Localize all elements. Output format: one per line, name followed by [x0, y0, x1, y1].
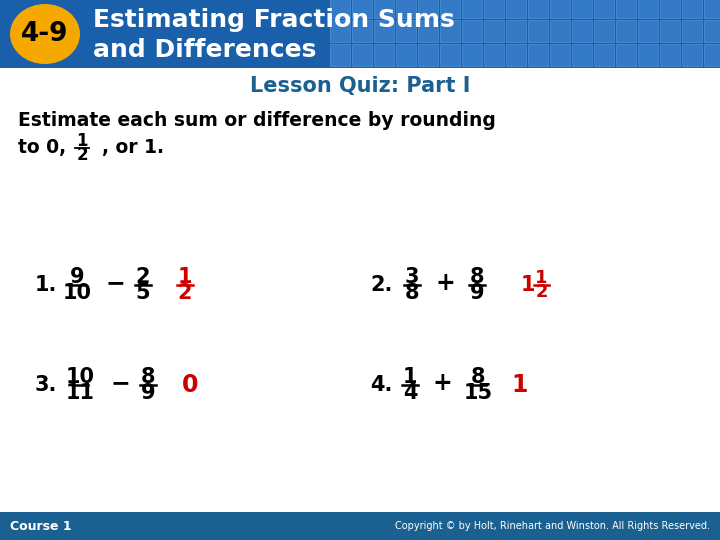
Text: 1: 1	[76, 132, 88, 151]
Bar	[418, 0, 438, 18]
Text: +: +	[432, 371, 452, 395]
Bar	[396, 20, 416, 42]
Bar	[550, 20, 570, 42]
Text: 3.: 3.	[35, 375, 58, 395]
Text: Copyright © by Holt, Rinehart and Winston. All Rights Reserved.: Copyright © by Holt, Rinehart and Winsto…	[395, 521, 710, 531]
Bar	[440, 20, 460, 42]
Bar	[330, 0, 350, 18]
Bar	[418, 20, 438, 42]
Bar	[682, 44, 702, 66]
Text: 2: 2	[178, 284, 192, 303]
Bar	[374, 44, 394, 66]
Bar	[330, 44, 350, 66]
Text: 1.: 1.	[35, 275, 58, 295]
Text: 9: 9	[70, 267, 84, 287]
Text: 1: 1	[178, 267, 192, 287]
Bar	[506, 20, 526, 42]
Text: 9: 9	[140, 383, 156, 403]
Bar	[594, 44, 614, 66]
Bar	[484, 0, 504, 18]
Text: Estimate each sum or difference by rounding: Estimate each sum or difference by round…	[18, 111, 496, 130]
Text: 1: 1	[521, 275, 535, 295]
Bar	[638, 20, 658, 42]
Bar	[616, 44, 636, 66]
Text: 1: 1	[402, 367, 418, 387]
Text: 4: 4	[402, 383, 418, 403]
Bar	[440, 44, 460, 66]
Text: 8: 8	[471, 367, 485, 387]
Bar	[374, 20, 394, 42]
Bar	[572, 0, 592, 18]
Bar	[550, 0, 570, 18]
Bar	[594, 20, 614, 42]
Bar	[0, 512, 720, 540]
Bar	[462, 44, 482, 66]
Bar	[0, 0, 720, 68]
Text: +: +	[435, 271, 455, 295]
Bar	[550, 44, 570, 66]
Text: Lesson Quiz: Part I: Lesson Quiz: Part I	[250, 76, 470, 96]
Text: 11: 11	[66, 383, 94, 403]
Text: −: −	[105, 271, 125, 295]
Bar	[594, 0, 614, 18]
Bar	[528, 44, 548, 66]
Bar	[352, 0, 372, 18]
Text: to 0,: to 0,	[18, 138, 66, 158]
Bar	[330, 20, 350, 42]
Text: 2: 2	[76, 146, 88, 164]
Bar	[704, 44, 720, 66]
Text: and Differences: and Differences	[93, 38, 316, 62]
Bar	[616, 0, 636, 18]
Text: Course 1: Course 1	[10, 519, 71, 532]
Bar	[528, 0, 548, 18]
Bar	[396, 0, 416, 18]
Text: 0: 0	[181, 373, 198, 397]
Bar	[396, 44, 416, 66]
Text: 8: 8	[405, 284, 419, 303]
Bar	[682, 20, 702, 42]
Bar	[462, 20, 482, 42]
Bar	[462, 0, 482, 18]
Text: 1: 1	[535, 269, 548, 287]
Ellipse shape	[10, 4, 80, 64]
Bar	[484, 44, 504, 66]
Bar	[352, 20, 372, 42]
Bar	[374, 0, 394, 18]
Text: 10: 10	[66, 367, 94, 387]
Bar	[660, 44, 680, 66]
Text: −: −	[110, 371, 130, 395]
Bar	[440, 0, 460, 18]
Text: 9: 9	[469, 284, 485, 303]
Bar	[660, 20, 680, 42]
Bar	[528, 20, 548, 42]
Text: 3: 3	[405, 267, 419, 287]
Bar	[682, 0, 702, 18]
Text: 8: 8	[469, 267, 485, 287]
Text: 1: 1	[512, 373, 528, 397]
Bar	[572, 44, 592, 66]
Bar	[704, 0, 720, 18]
Text: , or 1.: , or 1.	[102, 138, 164, 158]
Text: 2.: 2.	[370, 275, 392, 295]
Text: 4.: 4.	[370, 375, 392, 395]
Bar	[484, 20, 504, 42]
Text: 8: 8	[140, 367, 156, 387]
Text: 2: 2	[136, 267, 150, 287]
Text: 4-9: 4-9	[22, 21, 68, 47]
Text: Estimating Fraction Sums: Estimating Fraction Sums	[93, 8, 455, 32]
Bar	[660, 0, 680, 18]
Bar	[418, 44, 438, 66]
Bar	[572, 20, 592, 42]
Bar	[638, 44, 658, 66]
Bar	[506, 0, 526, 18]
Text: 15: 15	[464, 383, 492, 403]
Bar	[352, 44, 372, 66]
Bar	[506, 44, 526, 66]
Text: 5: 5	[135, 284, 150, 303]
Bar	[704, 20, 720, 42]
Text: 10: 10	[63, 284, 91, 303]
Bar	[616, 20, 636, 42]
Text: 2: 2	[535, 283, 548, 301]
Bar	[638, 0, 658, 18]
